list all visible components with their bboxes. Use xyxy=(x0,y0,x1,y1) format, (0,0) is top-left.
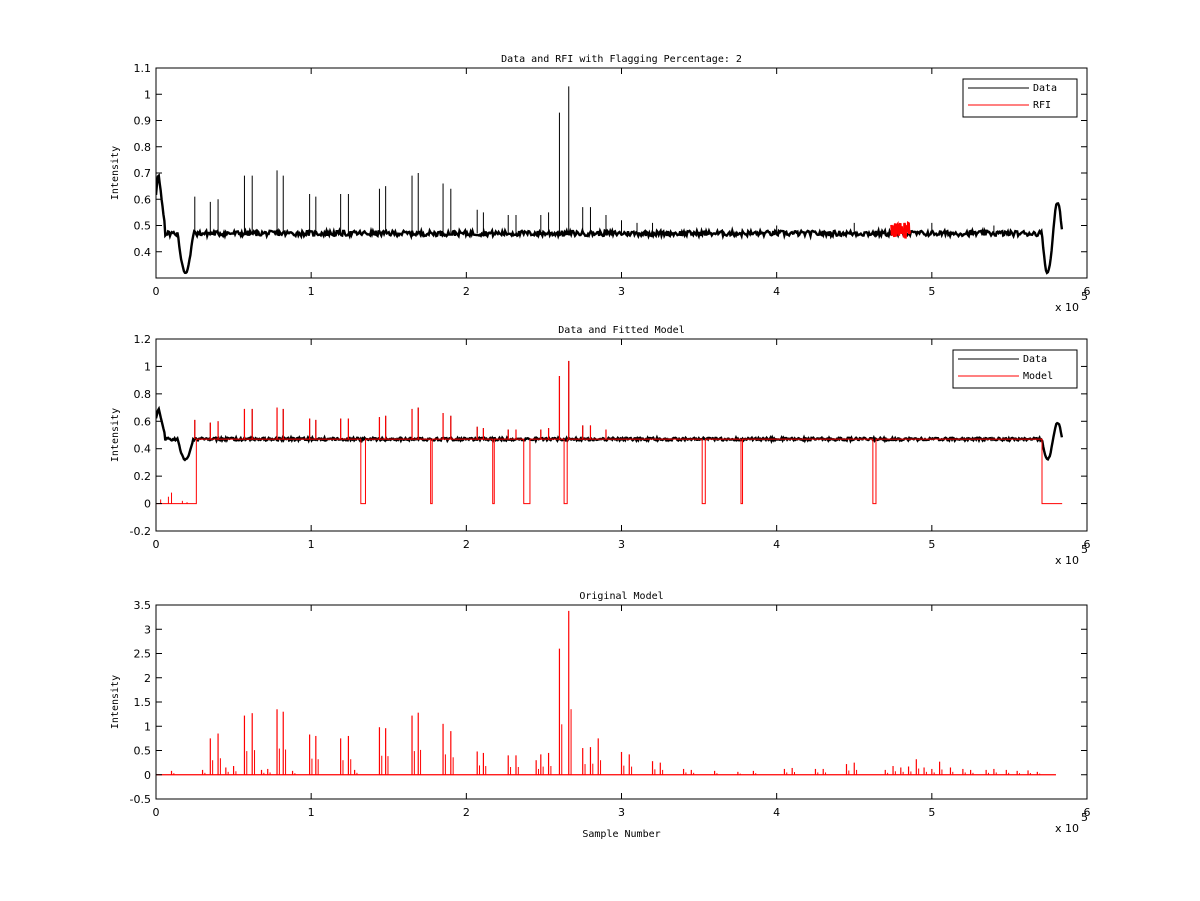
y-tick-label: 0.6 xyxy=(134,415,152,428)
y-axis-label: Intensity xyxy=(110,675,121,729)
x-tick-label: 1 xyxy=(308,538,315,551)
y-tick-label: 0 xyxy=(144,498,151,511)
legend-label: RFI xyxy=(1033,100,1051,111)
y-tick-label: 0.5 xyxy=(134,745,152,758)
y-tick-label: 0.8 xyxy=(134,388,152,401)
x-tick-label: 3 xyxy=(618,806,625,819)
y-tick-label: 1.2 xyxy=(134,333,152,346)
x-multiplier: x 10 xyxy=(1055,554,1079,567)
plot-area xyxy=(156,339,1087,531)
y-tick-label: -0.2 xyxy=(130,525,151,538)
y-tick-label: 1 xyxy=(144,360,151,373)
y-tick-label: 1.1 xyxy=(134,62,152,75)
x-tick-label: 5 xyxy=(928,538,935,551)
legend: Data Model xyxy=(952,349,1078,389)
legend-label: Model xyxy=(1023,371,1053,382)
model-line xyxy=(156,438,1063,505)
legend-label: Data xyxy=(1023,354,1047,365)
x-tick-label: 1 xyxy=(308,806,315,819)
y-tick-label: 0.5 xyxy=(134,220,152,233)
x-tick-label: 0 xyxy=(153,806,160,819)
x-tick-label: 4 xyxy=(773,806,780,819)
x-multiplier-exponent: 5 xyxy=(1081,290,1088,303)
x-multiplier-exponent: 5 xyxy=(1081,543,1088,556)
y-tick-label: 1 xyxy=(144,720,151,733)
x-tick-label: 4 xyxy=(773,285,780,298)
y-tick-label: -0.5 xyxy=(130,793,151,806)
x-tick-label: 2 xyxy=(463,806,470,819)
x-multiplier-exponent: 5 xyxy=(1081,811,1088,824)
y-tick-label: 0 xyxy=(144,769,151,782)
y-tick-label: 3.5 xyxy=(134,599,152,612)
legend-box xyxy=(952,349,1078,389)
y-tick-label: 0.6 xyxy=(134,193,152,206)
x-tick-label: 5 xyxy=(928,285,935,298)
x-tick-label: 2 xyxy=(463,285,470,298)
y-tick-label: 2 xyxy=(144,672,151,685)
x-axis-label: Sample Number xyxy=(582,829,660,840)
y-axis-label: Intensity xyxy=(110,408,121,462)
plot-area xyxy=(156,68,1087,278)
x-tick-label: 0 xyxy=(153,538,160,551)
chart-title: Data and Fitted Model xyxy=(558,325,684,336)
x-tick-label: 0 xyxy=(153,285,160,298)
y-tick-label: 1.5 xyxy=(134,696,152,709)
chart-title: Original Model xyxy=(579,591,663,602)
y-tick-label: 1 xyxy=(144,88,151,101)
y-tick-label: 0.4 xyxy=(134,443,152,456)
rfi-line xyxy=(890,220,912,239)
legend: Data RFI xyxy=(962,78,1078,118)
y-tick-label: 2.5 xyxy=(134,648,152,661)
legend-label: Data xyxy=(1033,83,1057,94)
y-axis-label: Intensity xyxy=(110,146,121,200)
x-tick-label: 6 xyxy=(1084,285,1091,298)
y-tick-label: 3 xyxy=(144,623,151,636)
legend-box xyxy=(962,78,1078,118)
series-group xyxy=(156,360,1064,505)
x-tick-label: 5 xyxy=(928,806,935,819)
x-tick-label: 3 xyxy=(618,538,625,551)
x-tick-label: 3 xyxy=(618,285,625,298)
x-tick-label: 6 xyxy=(1084,806,1091,819)
x-tick-label: 4 xyxy=(773,538,780,551)
y-tick-label: 0.9 xyxy=(134,115,152,128)
y-tick-label: 0.7 xyxy=(134,167,152,180)
x-tick-label: 6 xyxy=(1084,538,1091,551)
y-tick-label: 0.8 xyxy=(134,141,152,154)
y-tick-label: 0.2 xyxy=(134,470,152,483)
chart-panel-3: 0 1 2 3 4 5 6-0.500.511.522.533.5x 105Original… xyxy=(110,591,1091,840)
x-tick-label: 1 xyxy=(308,285,315,298)
series-group xyxy=(156,610,1056,776)
y-tick-label: 0.4 xyxy=(134,246,152,259)
x-tick-label: 2 xyxy=(463,538,470,551)
x-multiplier: x 10 xyxy=(1055,822,1079,835)
x-multiplier: x 10 xyxy=(1055,301,1079,314)
series-group xyxy=(156,86,1064,275)
chart-title: Data and RFI with Flagging Percentage: 2 xyxy=(501,54,742,65)
